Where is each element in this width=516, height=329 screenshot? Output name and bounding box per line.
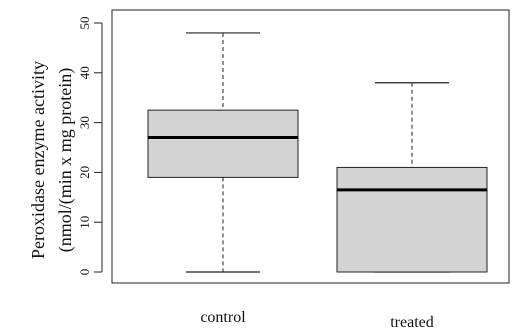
boxes-group (147, 32, 488, 273)
x-category-label-control: control (200, 309, 246, 326)
y-tick-label-20: 20 (77, 166, 92, 179)
y-tick-label-40: 40 (77, 66, 92, 79)
iqr-box-treated (336, 166, 488, 273)
plot-frame (111, 9, 510, 284)
y-tick-label-30: 30 (77, 116, 92, 129)
y-tick-label-50: 50 (77, 17, 92, 30)
y-axis: 0 10 20 30 40 50 (77, 17, 103, 276)
box-treated (336, 82, 488, 273)
box-control (147, 32, 299, 273)
y-axis-label: Peroxidase enzyme activity (nmol/(min x … (28, 61, 76, 259)
y-tick-label-10: 10 (77, 216, 92, 229)
x-category-labels: control treated (200, 309, 433, 329)
y-axis-label-line-1: Peroxidase enzyme activity (28, 61, 48, 259)
y-tick-label-0: 0 (77, 269, 92, 276)
x-category-label-treated: treated (390, 314, 434, 329)
iqr-box-control (147, 109, 299, 178)
y-axis-label-line-2: (nmol/(min x mg protein) (55, 68, 76, 252)
